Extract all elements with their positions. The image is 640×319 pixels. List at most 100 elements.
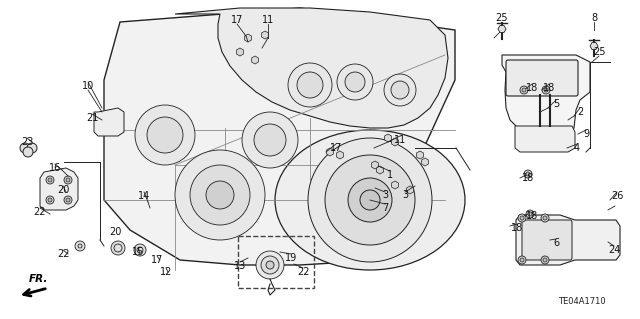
Circle shape [137,247,143,253]
Polygon shape [175,8,448,128]
Circle shape [520,258,524,262]
Circle shape [111,241,125,255]
Polygon shape [515,126,575,152]
Polygon shape [376,166,383,174]
Text: 3: 3 [402,190,408,200]
Circle shape [297,72,323,98]
Circle shape [78,244,82,248]
Circle shape [64,196,72,204]
Circle shape [23,147,33,157]
Text: 18: 18 [511,223,523,233]
Circle shape [114,244,122,252]
Polygon shape [326,148,333,156]
Polygon shape [40,168,78,210]
Circle shape [360,190,380,210]
Polygon shape [262,31,268,39]
Text: 2: 2 [577,107,583,117]
Polygon shape [337,151,344,159]
Text: 20: 20 [109,227,121,237]
Polygon shape [94,108,124,136]
Circle shape [541,256,549,264]
Circle shape [518,214,526,222]
Circle shape [528,212,532,216]
Circle shape [242,112,298,168]
Circle shape [348,178,392,222]
Circle shape [66,198,70,202]
Polygon shape [516,215,620,265]
Polygon shape [392,138,399,146]
Circle shape [544,88,548,92]
Circle shape [543,216,547,220]
Text: 18: 18 [526,211,538,221]
Circle shape [526,210,534,218]
Circle shape [75,241,85,251]
Text: 9: 9 [583,129,589,139]
Circle shape [20,143,30,153]
Text: 18: 18 [526,83,538,93]
Circle shape [48,178,52,182]
Ellipse shape [275,130,465,270]
Circle shape [266,261,274,269]
FancyBboxPatch shape [522,220,572,260]
Polygon shape [417,151,424,159]
Text: 22: 22 [57,249,69,259]
Text: 4: 4 [574,143,580,153]
Circle shape [64,176,72,184]
Polygon shape [498,26,506,33]
Text: TE04A1710: TE04A1710 [558,298,606,307]
Text: 15: 15 [132,247,144,257]
Text: 25: 25 [496,13,508,23]
Text: 17: 17 [330,143,342,153]
Circle shape [518,256,526,264]
Text: 10: 10 [82,81,94,91]
FancyBboxPatch shape [506,60,578,96]
Text: 12: 12 [160,267,172,277]
Polygon shape [244,34,252,42]
Polygon shape [252,56,259,64]
Text: 11: 11 [262,15,274,25]
Text: 17: 17 [151,255,163,265]
Circle shape [48,198,52,202]
Circle shape [391,81,409,99]
Circle shape [261,256,279,274]
Circle shape [256,251,284,279]
Text: 22: 22 [297,267,309,277]
Text: 23: 23 [21,137,33,147]
Circle shape [288,63,332,107]
Circle shape [520,86,528,94]
Circle shape [134,244,146,256]
Circle shape [337,64,373,100]
Text: 13: 13 [234,261,246,271]
Text: 16: 16 [49,163,61,173]
Text: 6: 6 [553,238,559,248]
Circle shape [308,138,432,262]
Text: 14: 14 [138,191,150,201]
Polygon shape [406,186,413,194]
Polygon shape [104,8,455,265]
Text: 18: 18 [543,83,555,93]
Circle shape [27,143,37,153]
Circle shape [520,216,524,220]
Polygon shape [590,42,598,49]
Text: 5: 5 [553,99,559,109]
Text: 8: 8 [591,13,597,23]
Circle shape [46,196,54,204]
Bar [238,236,314,288]
Circle shape [135,105,195,165]
Polygon shape [392,181,399,189]
Circle shape [384,74,416,106]
Circle shape [190,165,250,225]
Text: 3: 3 [382,190,388,200]
Text: 26: 26 [611,191,623,201]
Circle shape [66,178,70,182]
Text: 11: 11 [394,135,406,145]
Circle shape [206,181,234,209]
Polygon shape [502,55,590,138]
Circle shape [325,155,415,245]
Text: 25: 25 [593,47,605,57]
Text: 1: 1 [387,170,393,180]
Circle shape [254,124,286,156]
Text: 18: 18 [522,173,534,183]
Circle shape [46,176,54,184]
Circle shape [147,117,183,153]
